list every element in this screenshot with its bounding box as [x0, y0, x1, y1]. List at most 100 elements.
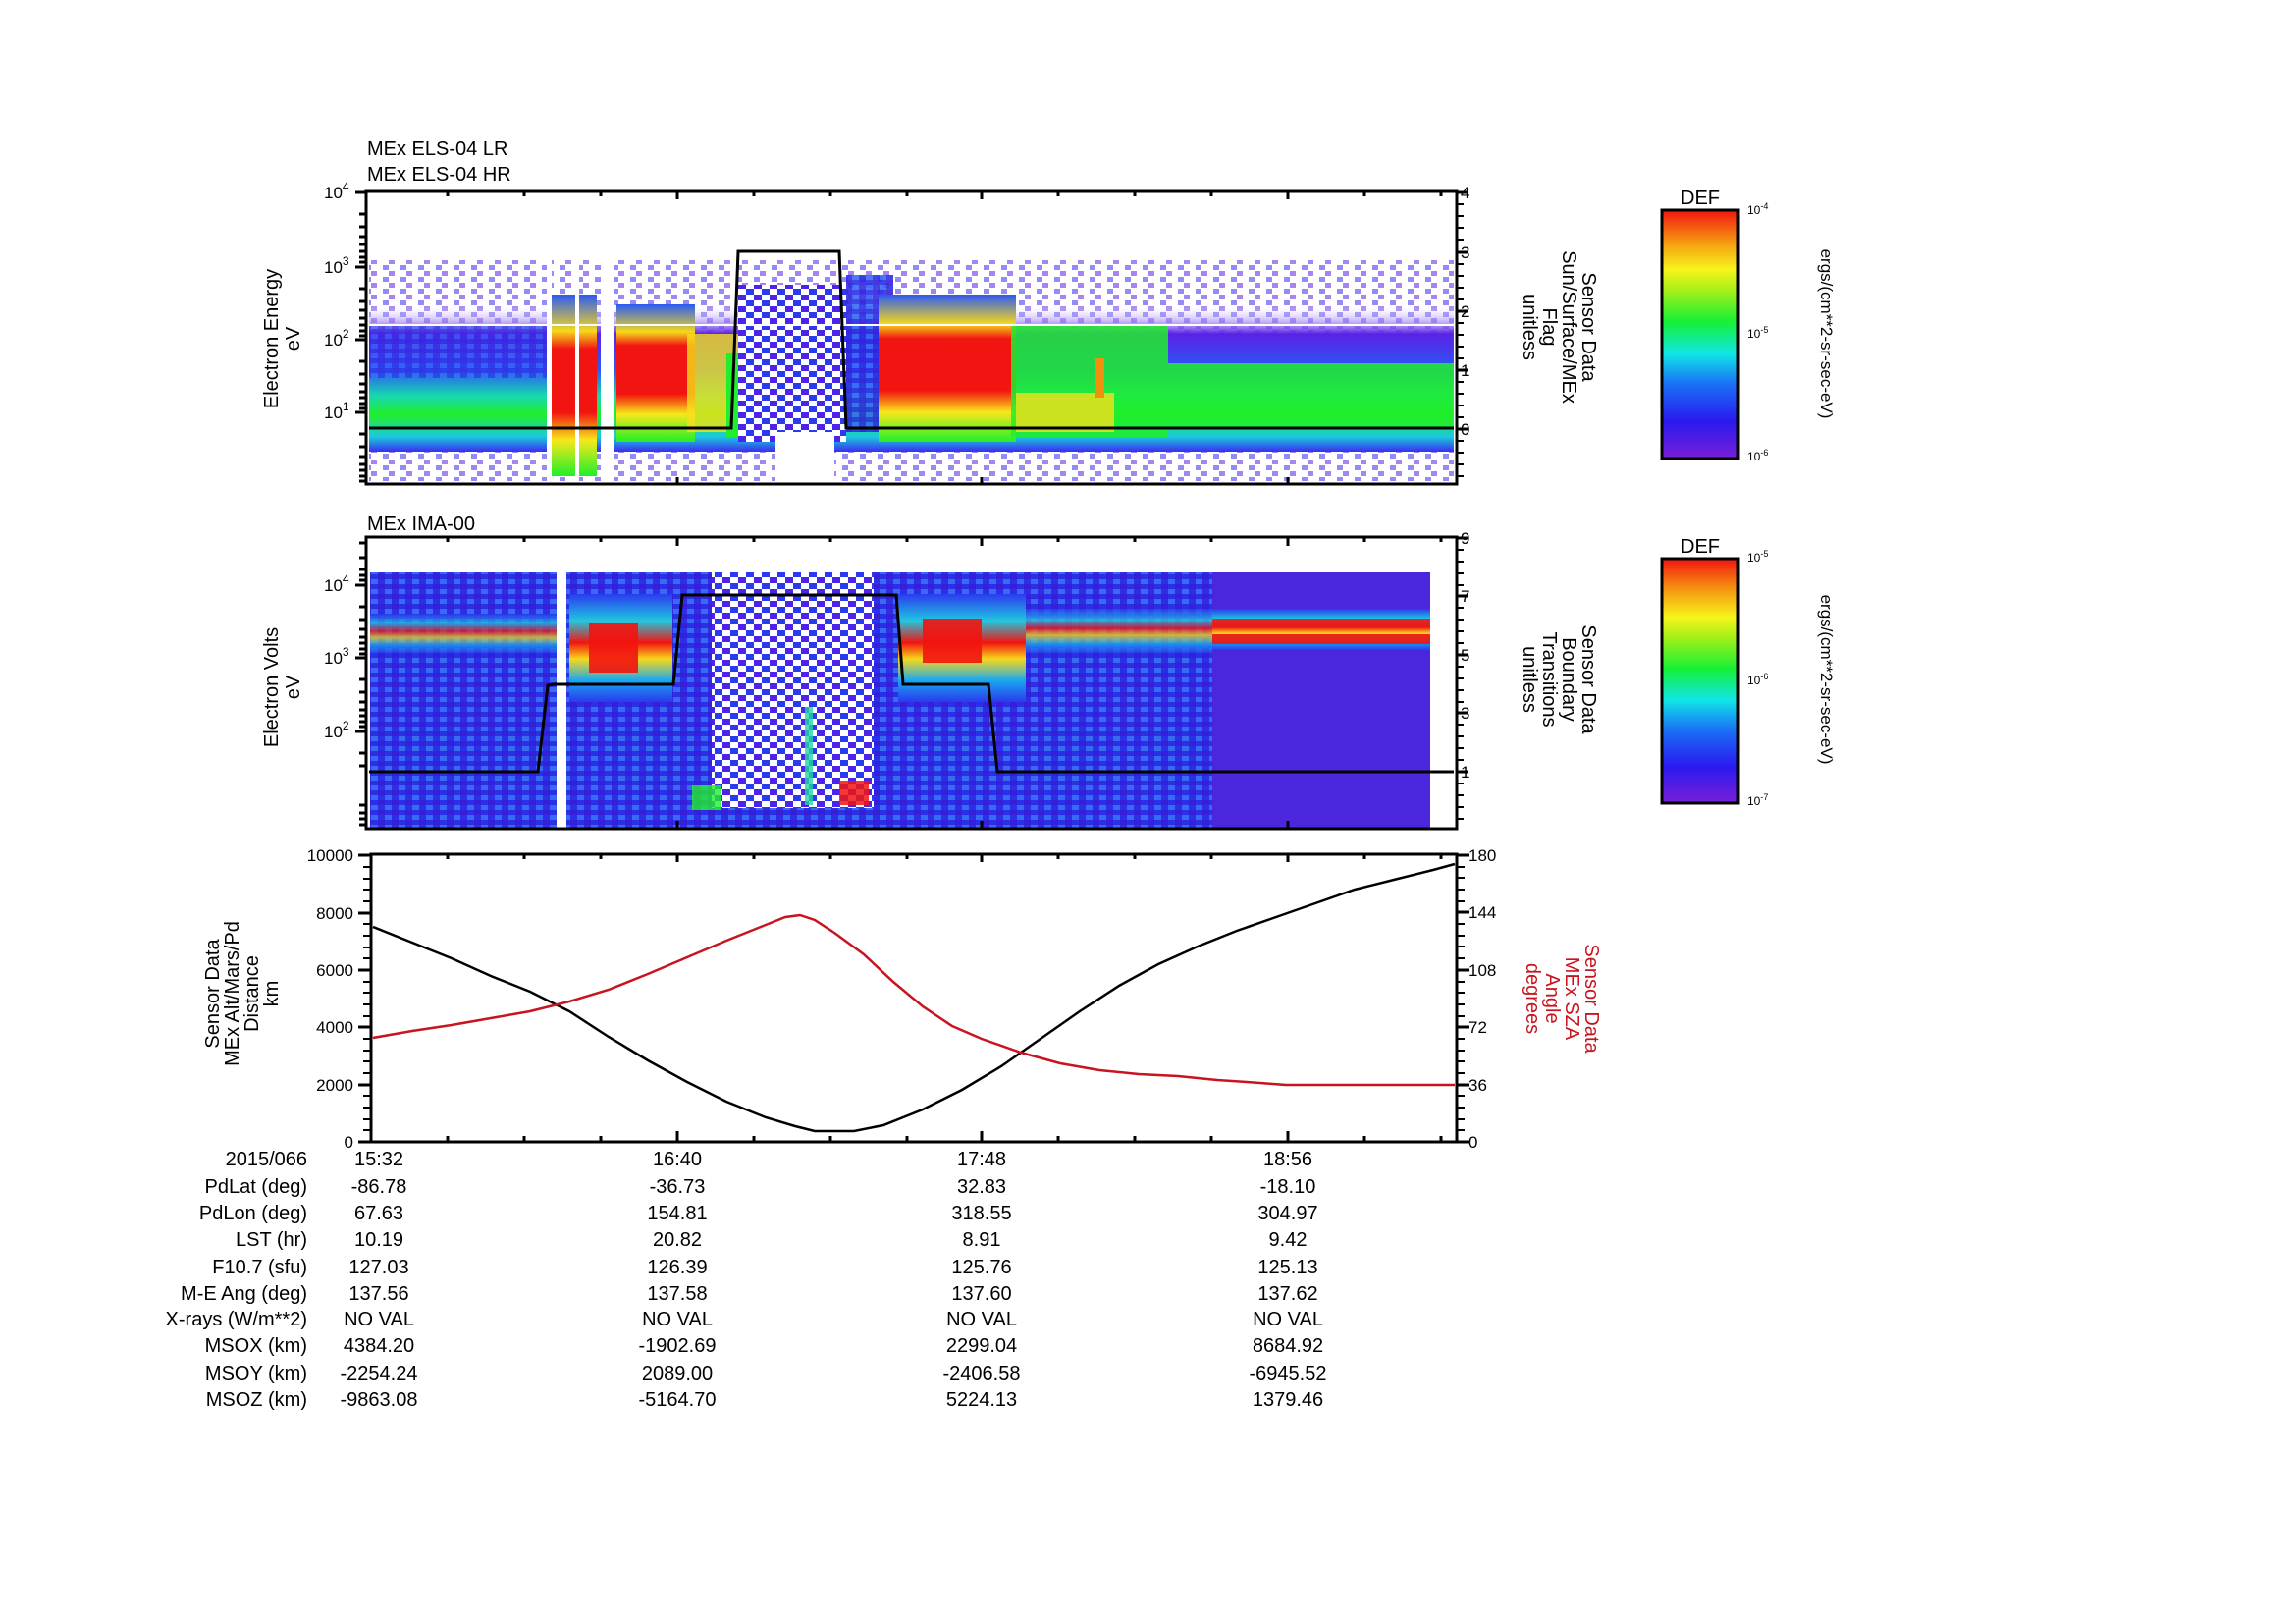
panel1-ylabel: Electron Energy eV	[261, 269, 304, 408]
panel3-left-label: Sensor Data MEx Alt/Mars/Pd Distance km	[202, 921, 283, 1066]
row-label: X-rays (W/m**2)	[165, 1309, 307, 1330]
panel3-right-minor-ticks	[1457, 866, 1465, 1131]
row-label: PdLon (deg)	[198, 1203, 307, 1224]
time-label: 16:40	[652, 1149, 703, 1170]
svg-text:Distance: Distance	[241, 955, 263, 1032]
panel1-left-ticks	[355, 190, 366, 483]
svg-text:2: 2	[1461, 302, 1469, 321]
time-label: 17:48	[956, 1149, 1007, 1170]
cell: 154.81	[647, 1203, 708, 1224]
svg-text:0: 0	[1468, 1133, 1477, 1152]
svg-text:Angle: Angle	[1541, 973, 1563, 1023]
row-label: F10.7 (sfu)	[212, 1257, 307, 1278]
cell: 137.56	[348, 1283, 409, 1305]
time-label: 15:32	[353, 1149, 404, 1170]
cell: -18.10	[1259, 1176, 1316, 1198]
panel2-left-ticks	[355, 541, 366, 827]
cell: -36.73	[649, 1176, 706, 1198]
svg-text:ergs/(cm**2-sr-sec-eV): ergs/(cm**2-sr-sec-eV)	[1817, 249, 1836, 419]
svg-text:Sun/Surface/MEx: Sun/Surface/MEx	[1558, 250, 1579, 404]
cell: 137.58	[647, 1283, 708, 1305]
cell: -2406.58	[942, 1363, 1021, 1384]
svg-text:Transitions: Transitions	[1538, 631, 1560, 727]
row-label: MSOZ (km)	[205, 1389, 307, 1411]
panel2-right-ticks	[1457, 536, 1468, 774]
svg-text:MEx SZA: MEx SZA	[1561, 957, 1582, 1041]
svg-text:36: 36	[1468, 1076, 1487, 1095]
cell: 10.19	[353, 1229, 404, 1251]
cell: 1379.46	[1252, 1389, 1324, 1411]
svg-text:MEx Alt/Mars/Pd: MEx Alt/Mars/Pd	[222, 921, 243, 1066]
cell: NO VAL	[1253, 1309, 1323, 1330]
cell: NO VAL	[946, 1309, 1017, 1330]
svg-text:3: 3	[1461, 704, 1469, 723]
panel2-title: MEx IMA-00	[367, 514, 475, 535]
panel1-right-label: Sensor Data Sun/Surface/MEx Flag unitles…	[1519, 250, 1599, 404]
panel1-left-tick-labels: 104 103 102 101	[324, 180, 349, 422]
cell: -6945.52	[1249, 1363, 1327, 1384]
svg-text:Electron Energy: Electron Energy	[261, 269, 283, 408]
cell: -2254.24	[340, 1363, 418, 1384]
ima-spectrogram	[370, 572, 1430, 830]
els-spectrogram	[369, 194, 1454, 484]
panel3-left-tick-labels: 10000 8000 6000 4000 2000 0	[307, 846, 353, 1152]
svg-text:7: 7	[1461, 587, 1469, 606]
cell: 2299.04	[945, 1335, 1018, 1357]
time-ticks	[446, 191, 1443, 1142]
svg-text:101: 101	[324, 400, 349, 422]
svg-text:Sensor Data: Sensor Data	[202, 939, 224, 1049]
svg-text:6000: 6000	[316, 961, 353, 980]
cell: 318.55	[951, 1203, 1012, 1224]
svg-text:DEF: DEF	[1681, 188, 1720, 209]
svg-text:1: 1	[1461, 763, 1469, 782]
distance-curve	[372, 862, 1456, 1133]
svg-text:102: 102	[324, 327, 349, 350]
panel-orbit: 10000 8000 6000 4000 2000 0 Sensor Data …	[202, 846, 1602, 1152]
svg-text:DEF: DEF	[1681, 536, 1720, 558]
svg-text:10-5: 10-5	[1747, 549, 1768, 565]
cell: -9863.08	[340, 1389, 418, 1411]
panel1-frame	[364, 189, 1459, 486]
svg-text:10-6: 10-6	[1747, 672, 1768, 687]
cell: 8684.92	[1252, 1335, 1324, 1357]
svg-text:unitless: unitless	[1519, 294, 1540, 360]
time-row: 2015/066 15:32 16:40 17:48 18:56	[0, 1149, 2296, 1174]
svg-text:10000: 10000	[307, 846, 353, 865]
svg-text:degrees: degrees	[1522, 963, 1543, 1034]
panel1-right-minor-ticks	[1457, 203, 1464, 477]
row-label: LST (hr)	[236, 1229, 307, 1251]
cell: 125.76	[951, 1257, 1012, 1278]
cell: 125.13	[1257, 1257, 1318, 1278]
row-label: MSOY (km)	[204, 1363, 307, 1384]
cell: 4384.20	[343, 1335, 415, 1357]
svg-text:9: 9	[1461, 529, 1469, 548]
svg-text:104: 104	[324, 572, 349, 595]
svg-text:108: 108	[1468, 961, 1496, 980]
svg-text:10-7: 10-7	[1747, 792, 1768, 808]
svg-text:0: 0	[1461, 420, 1469, 439]
date-label: 2015/066	[225, 1149, 307, 1170]
svg-text:1: 1	[1461, 361, 1469, 380]
svg-text:Flag: Flag	[1538, 308, 1560, 347]
cell: 8.91	[962, 1229, 1001, 1251]
panel2-right-label: Sensor Data Boundary Transitions unitles…	[1519, 624, 1599, 734]
panel1-right-tick-labels: 4 3 2 1 0	[1461, 184, 1469, 439]
cell: 5224.13	[945, 1389, 1018, 1411]
svg-text:unitless: unitless	[1519, 646, 1540, 713]
row-label: MSOX (km)	[204, 1335, 307, 1357]
svg-text:5: 5	[1461, 646, 1469, 665]
svg-text:Electron Volts: Electron Volts	[261, 627, 283, 747]
cell: NO VAL	[344, 1309, 414, 1330]
cell: NO VAL	[642, 1309, 713, 1330]
panel1-colorbar: DEF 10-4 10-5 10-6 ergs/(cm**2-sr-sec-eV…	[1660, 188, 1836, 463]
cell: 137.62	[1257, 1283, 1318, 1305]
svg-text:102: 102	[324, 719, 349, 741]
svg-text:ergs/(cm**2-sr-sec-eV): ergs/(cm**2-sr-sec-eV)	[1817, 595, 1836, 765]
svg-text:180: 180	[1468, 846, 1496, 865]
panel2-left-tick-labels: 104 103 102	[324, 572, 349, 741]
panel1-title-line1: MEx ELS-04 LR	[367, 138, 507, 160]
panel3-left-ticks	[358, 853, 371, 1144]
svg-text:144: 144	[1468, 903, 1496, 922]
svg-text:72: 72	[1468, 1018, 1487, 1037]
time-label: 18:56	[1262, 1149, 1313, 1170]
